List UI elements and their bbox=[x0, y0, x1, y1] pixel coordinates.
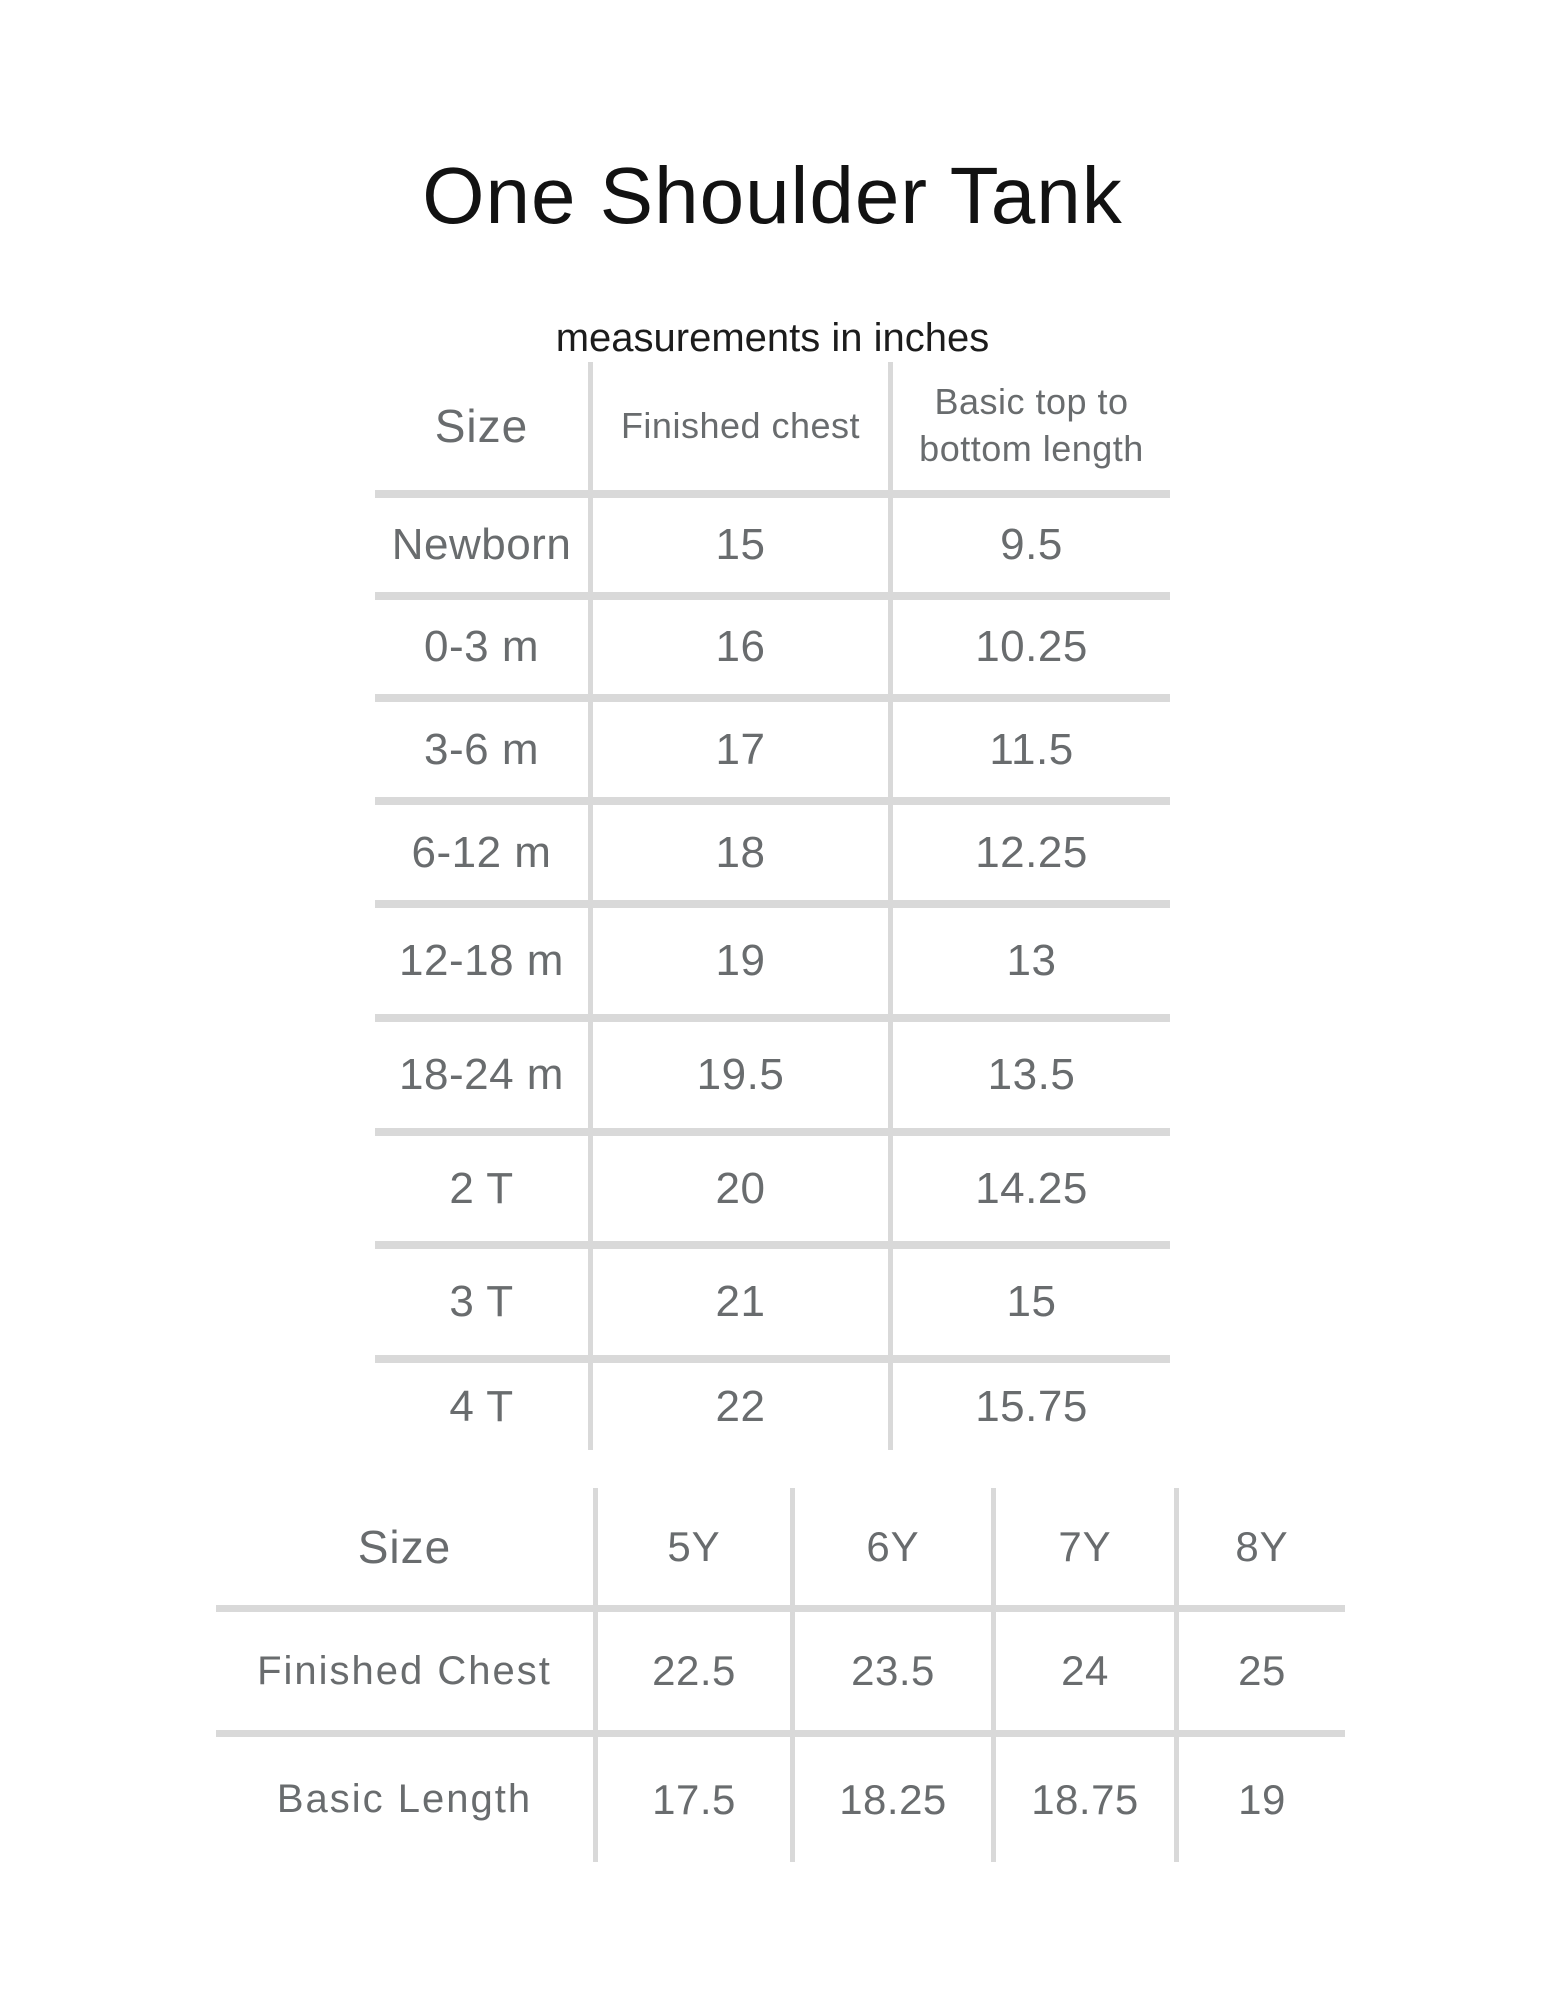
table-row: 2 T 20 14.25 bbox=[375, 1128, 1170, 1241]
chest-cell: 22 bbox=[588, 1363, 888, 1450]
infant-toddler-size-table: Size Finished chest Basic top to bottom … bbox=[375, 362, 1170, 1450]
youth-size-table: Size 5Y 6Y 7Y 8Y Finished Chest 22.5 23.… bbox=[216, 1488, 1345, 1862]
value-cell: 22.5 bbox=[593, 1612, 790, 1730]
chest-cell: 18 bbox=[588, 805, 888, 900]
table-row: Basic Length 17.5 18.25 18.75 19 bbox=[216, 1730, 1345, 1862]
length-cell: 15.75 bbox=[888, 1363, 1170, 1450]
chest-cell: 21 bbox=[588, 1249, 888, 1355]
length-cell: 14.25 bbox=[888, 1136, 1170, 1241]
page-title: One Shoulder Tank bbox=[422, 151, 1123, 240]
column-header-size: Size bbox=[357, 1520, 452, 1573]
table-row: 3 T 21 15 bbox=[375, 1241, 1170, 1355]
size-cell: 4 T bbox=[449, 1381, 514, 1431]
column-header-basic-length: Basic top to bottom length bbox=[888, 362, 1170, 490]
column-header-7y: 7Y bbox=[991, 1488, 1174, 1605]
length-cell: 11.5 bbox=[888, 702, 1170, 797]
chest-cell: 15 bbox=[588, 498, 888, 592]
length-cell: 10.25 bbox=[888, 600, 1170, 694]
chest-cell: 16 bbox=[588, 600, 888, 694]
chest-cell: 19 bbox=[588, 908, 888, 1014]
value-cell: 24 bbox=[991, 1612, 1174, 1730]
length-cell: 13.5 bbox=[888, 1022, 1170, 1128]
measure-label: Basic Length bbox=[276, 1777, 533, 1821]
value-cell: 18.75 bbox=[991, 1737, 1174, 1862]
size-cell: 0-3 m bbox=[424, 622, 539, 671]
value-cell: 19 bbox=[1174, 1737, 1345, 1862]
table-row: 6-12 m 18 12.25 bbox=[375, 797, 1170, 900]
table-row: Finished Chest 22.5 23.5 24 25 bbox=[216, 1605, 1345, 1730]
units-note: measurements in inches bbox=[555, 316, 990, 360]
size-cell: 3-6 m bbox=[424, 724, 539, 774]
value-cell: 25 bbox=[1174, 1612, 1345, 1730]
value-cell: 18.25 bbox=[790, 1737, 991, 1862]
size-cell: 18-24 m bbox=[399, 1050, 564, 1099]
column-header-size: Size bbox=[434, 400, 529, 452]
size-cell: 12-18 m bbox=[399, 936, 564, 985]
table-row: 12-18 m 19 13 bbox=[375, 900, 1170, 1014]
size-cell: 6-12 m bbox=[411, 827, 552, 877]
length-cell: 12.25 bbox=[888, 805, 1170, 900]
table-row: Newborn 15 9.5 bbox=[375, 490, 1170, 592]
length-cell: 13 bbox=[888, 908, 1170, 1014]
size-cell: 3 T bbox=[449, 1277, 514, 1326]
table-row: 3-6 m 17 11.5 bbox=[375, 694, 1170, 797]
table-row: 18-24 m 19.5 13.5 bbox=[375, 1014, 1170, 1128]
table-header-row: Size Finished chest Basic top to bottom … bbox=[375, 362, 1170, 490]
column-header-8y: 8Y bbox=[1174, 1488, 1345, 1605]
length-cell: 15 bbox=[888, 1249, 1170, 1355]
value-cell: 23.5 bbox=[790, 1612, 991, 1730]
size-cell: Newborn bbox=[391, 520, 572, 569]
chest-cell: 20 bbox=[588, 1136, 888, 1241]
chest-cell: 17 bbox=[588, 702, 888, 797]
size-cell: 2 T bbox=[449, 1163, 514, 1213]
measure-label: Finished Chest bbox=[257, 1648, 552, 1693]
column-header-finished-chest: Finished chest bbox=[588, 362, 888, 490]
table-row: 0-3 m 16 10.25 bbox=[375, 592, 1170, 694]
table-header-row: Size 5Y 6Y 7Y 8Y bbox=[216, 1488, 1345, 1605]
column-header-5y: 5Y bbox=[593, 1488, 790, 1605]
column-header-6y: 6Y bbox=[790, 1488, 991, 1605]
table-row: 4 T 22 15.75 bbox=[375, 1355, 1170, 1450]
length-cell: 9.5 bbox=[888, 498, 1170, 592]
chest-cell: 19.5 bbox=[588, 1022, 888, 1128]
value-cell: 17.5 bbox=[593, 1737, 790, 1862]
